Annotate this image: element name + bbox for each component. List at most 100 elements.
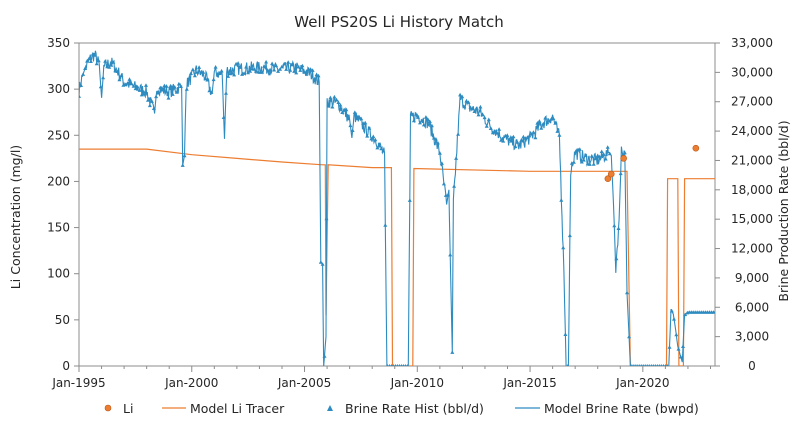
x-tick-label: Jan-2015 <box>502 376 556 390</box>
brine-rate-hist-marker <box>125 81 130 85</box>
brine-rate-hist-marker <box>392 364 395 366</box>
y-tick-label: 50 <box>55 313 70 327</box>
brine-rate-hist-marker <box>280 64 285 69</box>
brine-rate-hist-marker <box>662 364 665 366</box>
brine-rate-hist-marker <box>406 364 409 366</box>
brine-rate-hist-marker <box>332 94 337 99</box>
brine-rate-hist-marker <box>462 104 467 109</box>
brine-rate-hist-marker <box>154 94 159 99</box>
brine-rate-hist-marker <box>294 70 299 75</box>
brine-rate-hist-marker <box>244 64 249 69</box>
brine-rate-hist-marker <box>456 132 461 136</box>
brine-rate-hist-marker <box>587 162 592 166</box>
brine-rate-hist-marker <box>98 84 103 89</box>
chart-title: Well PS20S Li History Match <box>294 13 503 31</box>
brine-rate-hist-marker <box>107 65 112 69</box>
brine-rate-hist-marker <box>381 148 386 153</box>
brine-rate-hist-marker <box>242 71 247 75</box>
brine-rate-hist-marker <box>90 51 95 56</box>
brine-rate-hist-marker <box>79 94 81 98</box>
brine-rate-hist-marker <box>583 153 588 158</box>
brine-rate-hist-marker <box>127 77 132 81</box>
brine-rate-hist-marker <box>340 110 345 114</box>
brine-rate-hist-marker <box>326 104 331 108</box>
brine-rate-hist-marker <box>513 144 518 149</box>
y2-axis-title: Brine Production Rate (bbl/d) <box>776 120 791 301</box>
brine-rate-hist-marker <box>667 345 672 349</box>
brine-rate-hist-marker <box>246 70 251 75</box>
brine-rate-hist-marker <box>555 129 560 133</box>
brine-rate-hist-marker <box>676 347 681 351</box>
brine-rate-hist-marker <box>87 56 91 61</box>
brine-rate-hist-marker <box>515 140 520 144</box>
brine-rate-hist-marker <box>103 59 108 63</box>
brine-rate-hist-marker <box>240 72 245 76</box>
brine-rate-hist-marker <box>427 119 432 124</box>
brine-rate-hist-marker <box>658 364 661 366</box>
brine-rate-hist-marker <box>577 147 582 151</box>
brine-rate-hist-marker <box>654 364 657 366</box>
brine-rate-hist-marker <box>94 61 99 66</box>
brine-rate-hist-marker <box>221 115 226 119</box>
brine-rate-hist-marker <box>288 68 293 72</box>
brine-rate-hist-marker <box>423 115 428 119</box>
brine-rate-hist-marker <box>135 84 140 89</box>
brine-rate-hist-marker <box>656 364 659 366</box>
li-data-point <box>620 155 627 162</box>
brine-rate-hist-marker <box>559 198 564 202</box>
y2-tick-label: 3,000 <box>735 330 769 344</box>
brine-rate-hist-marker <box>119 73 124 77</box>
brine-rate-hist-marker <box>566 364 569 366</box>
brine-rate-hist-marker <box>644 364 647 366</box>
brine-rate-hist-marker <box>363 120 368 125</box>
brine-rate-hist-marker <box>601 152 606 156</box>
li-data-point <box>692 144 700 152</box>
brine-rate-hist-marker <box>298 68 303 72</box>
brine-rate-hist-marker <box>336 100 341 104</box>
brine-rate-hist-marker <box>683 312 688 317</box>
brine-rate-hist-marker <box>330 104 335 109</box>
brine-rate-hist-marker <box>650 364 653 366</box>
brine-rate-hist-marker <box>386 364 389 366</box>
brine-rate-hist-marker <box>252 67 257 71</box>
brine-rate-hist-marker <box>470 106 475 111</box>
brine-rate-hist-marker <box>631 364 635 366</box>
y2-tick-label: 24,000 <box>731 124 773 138</box>
y-tick-label: 300 <box>47 82 70 96</box>
brine-rate-hist-marker <box>290 62 295 67</box>
y-tick-label: 350 <box>47 36 70 50</box>
li-data-point <box>607 170 615 178</box>
brine-rate-hist-marker <box>365 134 370 138</box>
brine-rate-hist-marker <box>493 129 497 134</box>
brine-rate-hist-marker <box>278 67 283 71</box>
brine-rate-hist-marker <box>131 84 136 88</box>
brine-rate-hist-marker <box>226 74 231 78</box>
brine-rate-hist-marker <box>197 65 202 69</box>
brine-rate-hist-marker <box>322 354 327 358</box>
brine-rate-hist-marker <box>166 96 171 100</box>
brine-rate-hist-marker <box>567 233 572 238</box>
brine-rate-hist-marker <box>172 85 177 89</box>
brine-rate-hist-marker <box>678 354 683 359</box>
brine-rate-hist-marker <box>543 115 548 120</box>
brine-rate-hist-marker <box>396 364 399 366</box>
brine-rate-hist-marker <box>357 114 361 119</box>
brine-rate-hist-marker <box>213 65 218 69</box>
brine-rate-hist-marker <box>272 67 277 72</box>
brine-rate-hist-marker <box>180 163 185 167</box>
brine-rate-hist-marker <box>217 71 222 75</box>
brine-rate-hist-marker <box>579 159 584 164</box>
brine-rate-hist-marker <box>312 76 317 81</box>
brine-rate-hist-marker <box>669 308 674 313</box>
x-tick-label: Jan-1995 <box>51 376 105 390</box>
brine-rate-hist-marker <box>646 364 649 366</box>
brine-rate-hist-marker <box>452 184 457 188</box>
x-tick-label: Jan-2010 <box>390 376 444 390</box>
brine-rate-hist-marker <box>186 76 191 81</box>
brine-rate-hist-marker <box>182 153 187 158</box>
brine-rate-hist-marker <box>371 134 376 139</box>
brine-rate-hist-marker <box>505 133 510 137</box>
brine-rate-hist-marker <box>480 112 485 116</box>
brine-rate-hist-marker <box>635 364 639 366</box>
